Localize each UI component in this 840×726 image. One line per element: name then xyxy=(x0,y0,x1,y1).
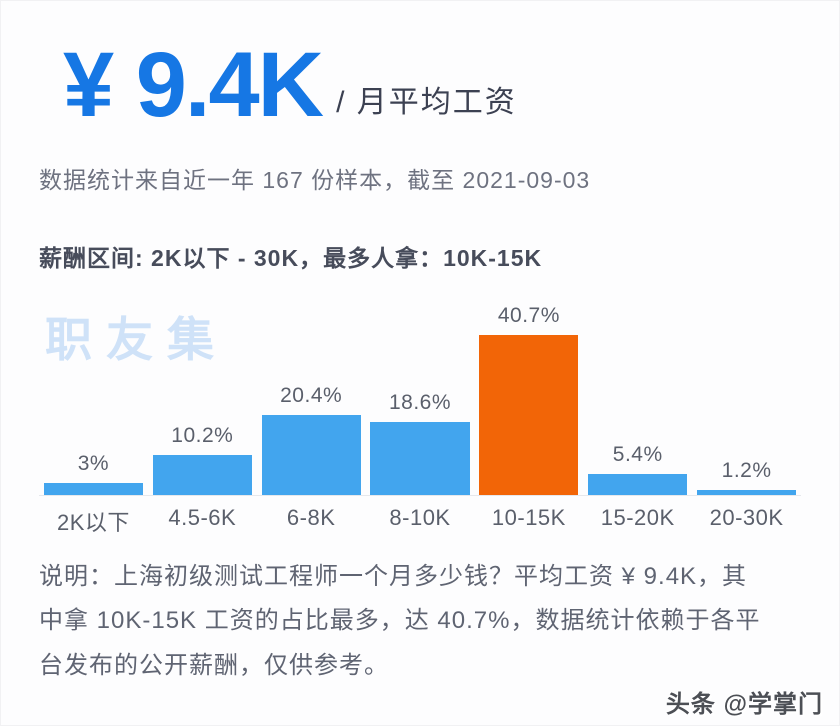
bar-group: 40.7% xyxy=(474,304,583,495)
average-salary-suffix: / 月平均工资 xyxy=(336,86,517,119)
bar-group: 20.4% xyxy=(257,384,366,495)
bar-group: 1.2% xyxy=(692,459,801,495)
sample-note: 数据统计来自近一年 167 份样本，截至 2021-09-03 xyxy=(39,167,591,193)
x-axis-line xyxy=(39,495,801,496)
average-salary-header: ¥ 9.4K / 月平均工资 xyxy=(1,1,839,131)
bar-columns: 3% 10.2% 20.4% 18.6% 40.7% 5.4% 1.2% xyxy=(39,283,801,495)
bar-8-10K xyxy=(370,422,470,495)
bar-group: 10.2% xyxy=(148,424,257,495)
zhiyouji-watermark: 职友集 xyxy=(45,313,228,366)
bar-category-label: 2K以下 xyxy=(56,510,130,535)
bar-6-8K xyxy=(261,415,361,495)
bar-group: 3% xyxy=(39,452,148,495)
bar-value-label: 40.7% xyxy=(497,304,560,327)
salary-range-note: 薪酬区间: 2K以下 - 30K，最多人拿：10K-15K xyxy=(39,245,543,271)
bar-4.5-6K xyxy=(152,455,252,495)
bar-category-label: 20-30K xyxy=(709,505,784,530)
bar-value-label: 10.2% xyxy=(171,424,234,447)
bar-category-label: 8-10K xyxy=(389,505,451,530)
bar-category-label: 4.5-6K xyxy=(168,505,237,530)
bar-category-label: 10-15K xyxy=(491,505,566,530)
bar-10-15K xyxy=(479,335,579,495)
category-labels-row: 2K以下 4.5-6K 6-8K 8-10K 10-15K 15-20K 20-30K xyxy=(39,496,801,537)
bar-category-label: 6-8K xyxy=(286,505,336,530)
bar-2K以下 xyxy=(43,483,143,495)
bar-15-20K xyxy=(588,474,688,495)
average-salary-value: ¥ 9.4K xyxy=(63,34,324,136)
bar-value-label: 5.4% xyxy=(612,443,663,466)
bar-20-30K xyxy=(697,490,797,495)
bar-group: 5.4% xyxy=(583,443,692,495)
bar-value-label: 3% xyxy=(77,452,110,475)
salary-distribution-chart: 职友集 3% 10.2% 20.4% 18.6% 40.7% 5.4% 1.2% 2K以下 4… xyxy=(39,283,801,537)
bar-category-label: 15-20K xyxy=(600,505,675,530)
bar-value-label: 18.6% xyxy=(388,391,452,414)
bar-value-label: 20.4% xyxy=(280,384,343,407)
bar-group: 18.6% xyxy=(366,391,475,495)
toutiao-credit-watermark: 头条 @学掌门 xyxy=(665,691,823,718)
description-text: 说明：上海初级测试工程师一个月多少钱？平均工资 ¥ 9.4K，其中拿 10K-1… xyxy=(39,563,761,679)
bar-value-label: 1.2% xyxy=(721,459,772,482)
